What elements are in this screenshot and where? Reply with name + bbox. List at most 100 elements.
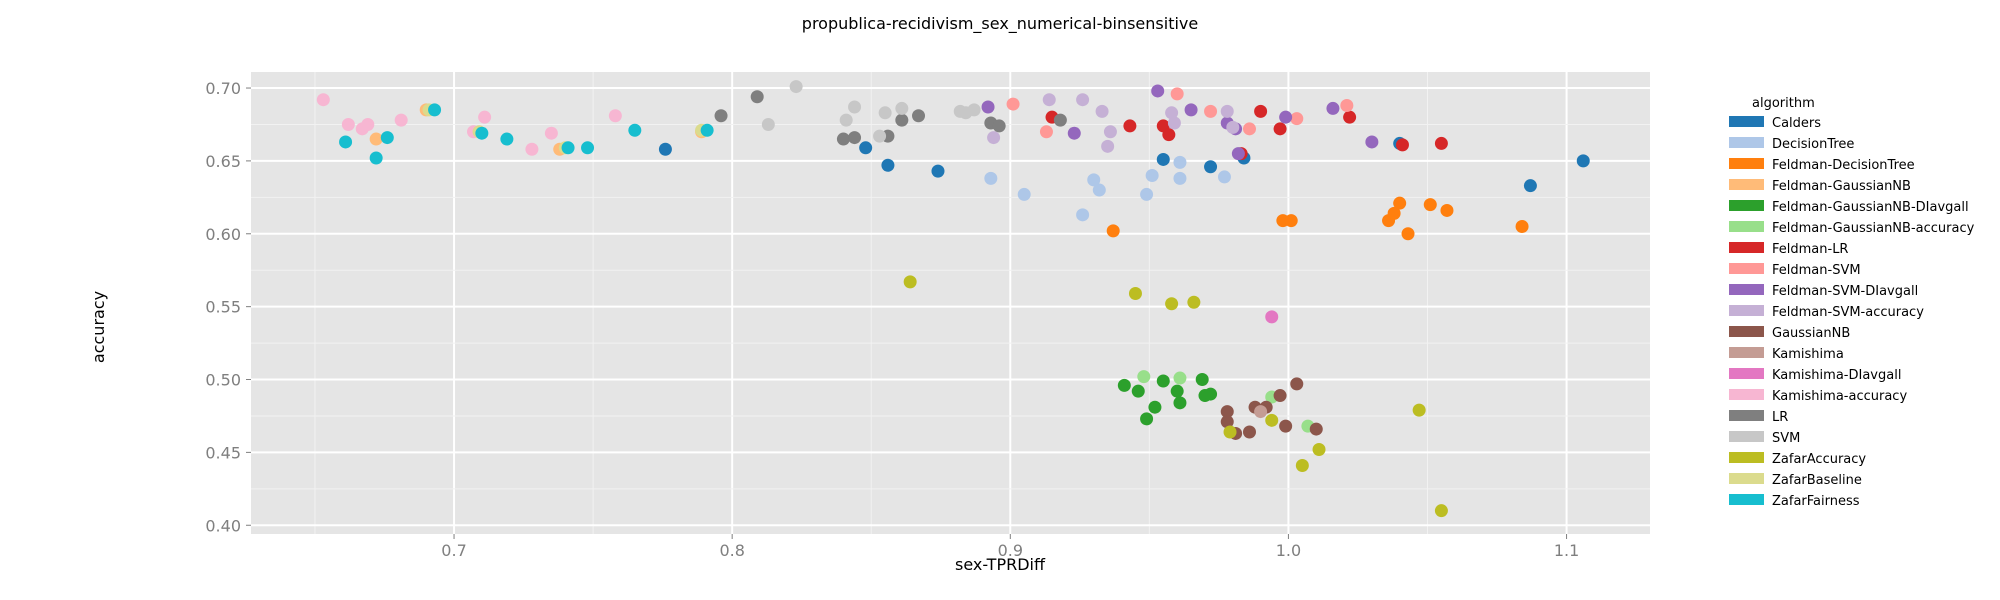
data-point [1076, 208, 1090, 222]
data-point [1117, 378, 1131, 392]
legend-swatch-feldman-svm [1729, 263, 1764, 274]
data-point [1170, 384, 1184, 398]
legend-label-lr: LR [1772, 410, 1788, 425]
data-point [1434, 136, 1448, 150]
data-point [1523, 179, 1537, 193]
data-point [881, 158, 895, 172]
legend-label-zafaraccuracy: ZafarAccuracy [1772, 452, 1866, 467]
y-tick-label: 0.40 [205, 516, 241, 535]
data-point [1204, 387, 1218, 401]
legend-label-kamishima: Kamishima [1772, 347, 1844, 362]
data-point [1162, 128, 1176, 142]
data-point [1290, 112, 1304, 126]
data-point [361, 117, 375, 131]
data-point [878, 106, 892, 120]
data-point [1204, 104, 1218, 118]
data-point [1515, 219, 1529, 233]
legend-swatch-kamishima [1729, 347, 1764, 358]
legend-label-decisiontree: DecisionTree [1772, 137, 1854, 152]
series-kamishima [1254, 405, 1268, 419]
data-point [1137, 370, 1151, 384]
data-point [1017, 187, 1031, 201]
data-point [1123, 119, 1137, 133]
data-point [1076, 93, 1090, 107]
data-point [1401, 227, 1415, 241]
data-point [984, 171, 998, 185]
series-kamishima-diavgall [1265, 310, 1279, 324]
data-point [1279, 419, 1293, 433]
x-axis-title: sex-TPRDiff [955, 555, 1046, 574]
data-point [1265, 413, 1279, 427]
data-point [1140, 412, 1154, 426]
legend-label-zafarfairness: ZafarFairness [1772, 494, 1860, 509]
series-decisiontree [984, 155, 1231, 222]
data-point [1173, 155, 1187, 169]
y-axis-title: accuracy [89, 291, 108, 363]
series-zafarfairness [339, 103, 714, 165]
data-point [316, 93, 330, 107]
data-point [369, 151, 383, 165]
legend-swatch-feldman-gaussiannb [1729, 179, 1764, 190]
data-point [967, 103, 981, 117]
data-point [700, 123, 714, 137]
data-point [895, 101, 909, 115]
legend-label-feldman-svm-diavgall: Feldman-SVM-DIavgall [1772, 284, 1918, 299]
x-tick-label: 1.1 [1554, 541, 1579, 560]
legend-swatch-decisiontree [1729, 137, 1764, 148]
y-tick-label: 0.70 [205, 79, 241, 98]
series-feldman-svm-diavgall [981, 84, 1379, 161]
data-point [1273, 122, 1287, 136]
data-point [1365, 135, 1379, 149]
data-point [339, 135, 353, 149]
data-point [1067, 126, 1081, 140]
legend-swatch-calders [1729, 116, 1764, 127]
data-point [1173, 371, 1187, 385]
y-tick-label: 0.55 [205, 298, 241, 317]
data-point [1434, 504, 1448, 518]
y-tick-label: 0.60 [205, 225, 241, 244]
legend-swatch-zafaraccuracy [1729, 452, 1764, 463]
legend-label-kamishima-diavgall: Kamishima-DIavgall [1772, 368, 1901, 383]
data-point [848, 100, 862, 114]
data-point [1103, 125, 1117, 139]
series-feldman-svm [1006, 87, 1354, 139]
data-point [1165, 106, 1179, 120]
data-point [1395, 138, 1409, 152]
data-point [1042, 93, 1056, 107]
legend-title: algorithm [1752, 96, 1815, 111]
x-tick-label: 1.0 [1276, 541, 1301, 560]
data-point [981, 100, 995, 114]
legend-label-feldman-svm: Feldman-SVM [1772, 263, 1861, 278]
data-point [525, 142, 539, 156]
legend-label-feldman-gaussiannb-accuracy: Feldman-GaussianNB-accuracy [1772, 221, 1975, 236]
y-tick-label: 0.50 [205, 371, 241, 390]
data-point [1156, 374, 1170, 388]
data-point [1312, 442, 1326, 456]
legend-swatch-feldman-gaussiannb-accuracy [1729, 221, 1764, 232]
data-point [608, 109, 622, 123]
data-point [1101, 139, 1115, 153]
legend-label-kamishima-accuracy: Kamishima-accuracy [1772, 389, 1907, 404]
data-point [1140, 187, 1154, 201]
series-svm [761, 80, 981, 143]
legend-label-calders: Calders [1772, 116, 1821, 131]
data-point [1170, 87, 1184, 101]
data-point [750, 90, 764, 104]
data-point [859, 141, 873, 155]
data-point [380, 131, 394, 145]
data-point [761, 117, 775, 131]
legend-swatch-kamishima-accuracy [1729, 389, 1764, 400]
legend-swatch-feldman-gaussiannb-diavgall [1729, 200, 1764, 211]
data-point [1165, 297, 1179, 311]
data-point [561, 141, 575, 155]
y-tick-label: 0.65 [205, 152, 241, 171]
y-tick-label: 0.45 [205, 443, 241, 462]
legend-swatch-zafarbaseline [1729, 473, 1764, 484]
data-point [1295, 459, 1309, 473]
data-point [544, 126, 558, 140]
data-point [1254, 104, 1268, 118]
data-point [1195, 373, 1209, 387]
data-point [987, 131, 1001, 145]
data-point [394, 113, 408, 127]
data-point [500, 132, 514, 146]
